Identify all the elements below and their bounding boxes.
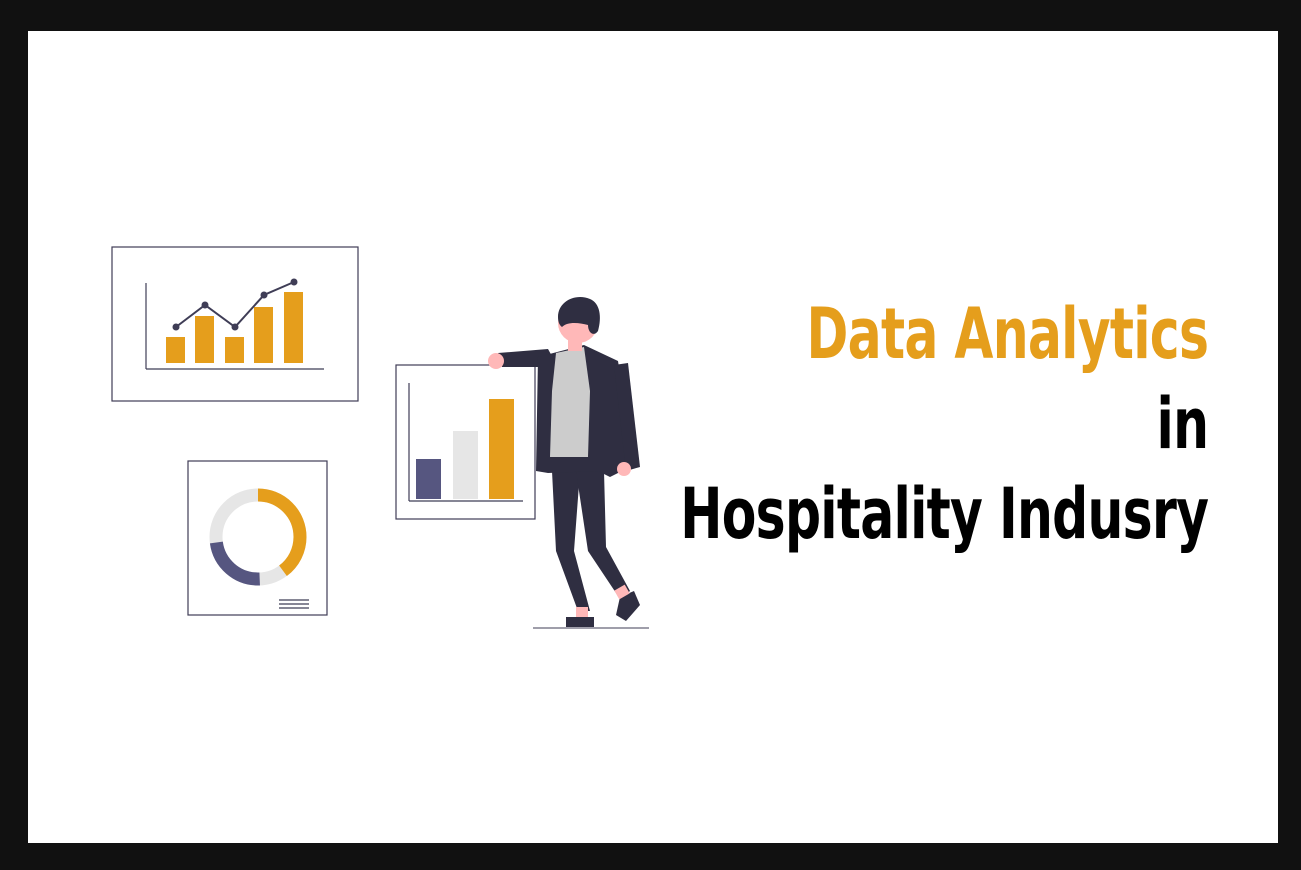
headline: Data Analytics in Hospitality Indusry <box>475 293 1209 555</box>
donut-chart-icon <box>187 460 328 616</box>
headline-line-1: Data Analytics <box>806 293 1208 375</box>
businessman-icon <box>488 297 649 629</box>
line-bar-chart-icon <box>111 246 359 402</box>
analytics-illustration <box>111 246 649 629</box>
bar-chart-icon <box>395 364 536 520</box>
banner-canvas: Data Analytics in Hospitality Indusry <box>28 31 1278 843</box>
headline-line-2: in <box>1156 383 1208 465</box>
headline-line-3: Hospitality Indusry <box>680 473 1209 555</box>
